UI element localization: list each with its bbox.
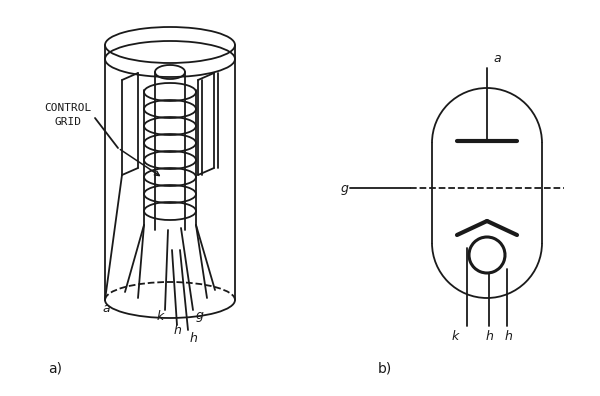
Text: h: h	[189, 331, 197, 345]
Text: CONTROL: CONTROL	[44, 103, 92, 113]
Text: GRID: GRID	[55, 117, 82, 127]
Text: h: h	[486, 329, 494, 343]
Text: h: h	[505, 329, 513, 343]
Text: a): a)	[48, 361, 62, 375]
Text: k: k	[451, 329, 458, 343]
Text: b): b)	[378, 361, 392, 375]
Text: g: g	[196, 310, 204, 322]
Text: h: h	[174, 324, 182, 337]
Text: a: a	[102, 301, 110, 314]
Text: k: k	[157, 310, 164, 322]
Text: g: g	[341, 181, 349, 194]
Text: a: a	[493, 51, 501, 65]
